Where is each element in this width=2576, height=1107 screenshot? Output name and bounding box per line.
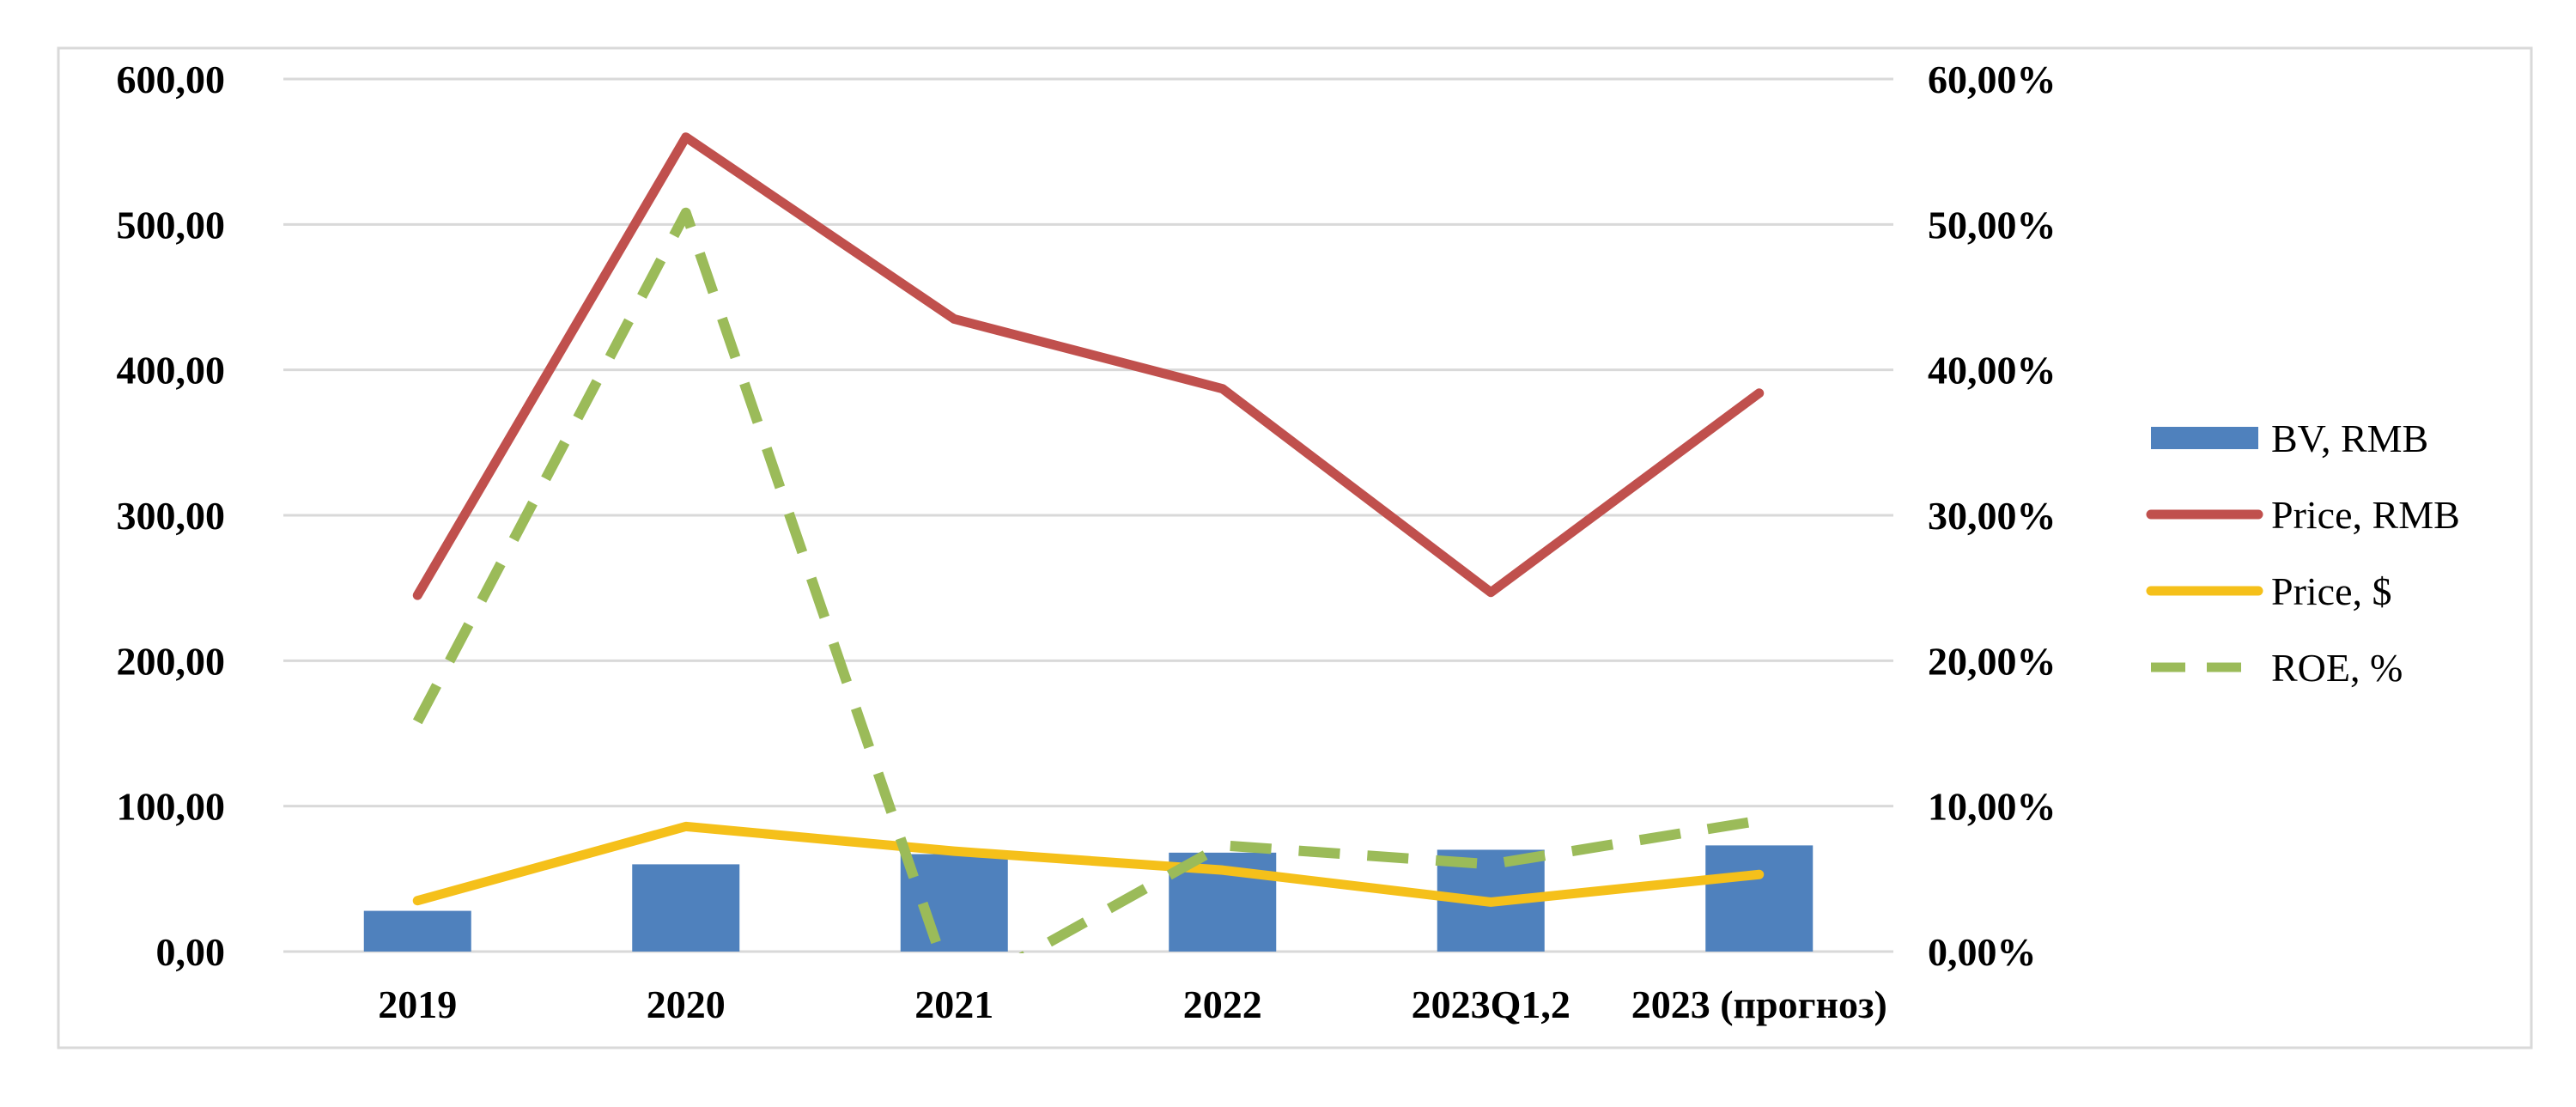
y-right-tick-label: 40,00% xyxy=(1928,349,2057,392)
legend: BV, RMB Price, RMB Price, $ ROE, % xyxy=(2146,417,2460,690)
x-tick-label: 2019 xyxy=(378,982,457,1026)
bar-bv-rmb xyxy=(363,910,471,952)
line-series-price xyxy=(412,821,1765,907)
x-tick-label: 2020 xyxy=(647,982,726,1026)
line-series-group xyxy=(412,132,1765,953)
x-tick-label: 2022 xyxy=(1183,982,1262,1026)
line-series-roe xyxy=(412,207,1760,953)
y-left-tick-label: 0,00 xyxy=(156,930,226,974)
legend-swatch-bv-rmb xyxy=(2151,427,2258,449)
y-right-tick-label: 60,00% xyxy=(1928,58,2057,101)
axis-labels: 0,00 100,00 200,00 300,00 400,00 500,00 600,00… xyxy=(117,58,2057,1026)
y-left-tick-label: 500,00 xyxy=(117,203,226,246)
legend-label-bv-rmb: BV, RMB xyxy=(2271,417,2428,460)
bar-bv-rmb xyxy=(900,854,1008,952)
legend-label-price-rmb: Price, RMB xyxy=(2271,493,2460,537)
y-right-tick-label: 0,00% xyxy=(1928,930,2037,974)
line-series-price-rmb xyxy=(412,132,1765,600)
bar-bv-rmb xyxy=(632,864,740,952)
y-right-tick-label: 30,00% xyxy=(1928,494,2057,538)
y-left-tick-label: 300,00 xyxy=(117,494,226,538)
bar-bv-rmb xyxy=(1705,845,1814,952)
y-left-tick-label: 400,00 xyxy=(117,349,226,392)
x-tick-label: 2023Q1,2 xyxy=(1412,982,1571,1026)
y-right-tick-label: 50,00% xyxy=(1928,203,2057,246)
bar-series-bv-rmb xyxy=(363,845,1814,952)
legend-label-price: Price, $ xyxy=(2271,569,2392,613)
y-right-tick-label: 20,00% xyxy=(1928,639,2057,683)
x-tick-label: 2023 (прогноз) xyxy=(1631,982,1887,1026)
x-tick-label: 2021 xyxy=(914,982,993,1026)
y-right-tick-label: 10,00% xyxy=(1928,785,2057,829)
y-left-tick-label: 600,00 xyxy=(117,58,226,101)
legend-label-roe: ROE, % xyxy=(2271,646,2403,690)
y-left-tick-label: 200,00 xyxy=(117,639,226,683)
y-left-tick-label: 100,00 xyxy=(117,785,226,829)
